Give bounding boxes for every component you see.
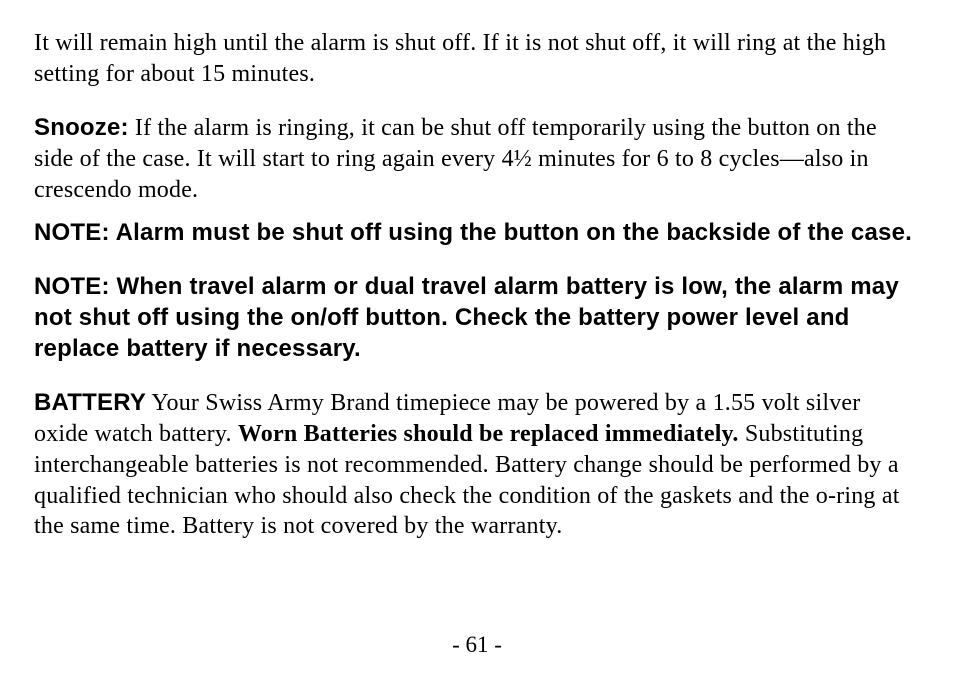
document-body: It will remain high until the alarm is s…: [34, 28, 920, 542]
page-number: - 61 -: [0, 632, 954, 658]
note-battery-low: NOTE: When travel alarm or dual travel a…: [34, 272, 920, 364]
heading-battery: BATTERY: [34, 389, 146, 416]
note-shutoff: NOTE: Alarm must be shut off using the b…: [34, 218, 920, 249]
label-snooze: Snooze:: [34, 114, 129, 141]
text-note-shutoff: NOTE: Alarm must be shut off using the b…: [34, 219, 912, 246]
text-worn-batteries: Worn Batteries should be replaced immedi…: [238, 421, 739, 447]
paragraph-snooze: Snooze: If the alarm is ringing, it can …: [34, 113, 920, 205]
text-snooze-body: If the alarm is ringing, it can be shut …: [34, 115, 877, 202]
text-alarm-high: It will remain high until the alarm is s…: [34, 30, 886, 87]
paragraph-battery: BATTERY Your Swiss Army Brand timepiece …: [34, 388, 920, 542]
page-number-text: - 61 -: [452, 632, 502, 657]
text-note-battery-low: NOTE: When travel alarm or dual travel a…: [34, 273, 899, 361]
paragraph-alarm-high: It will remain high until the alarm is s…: [34, 28, 920, 89]
